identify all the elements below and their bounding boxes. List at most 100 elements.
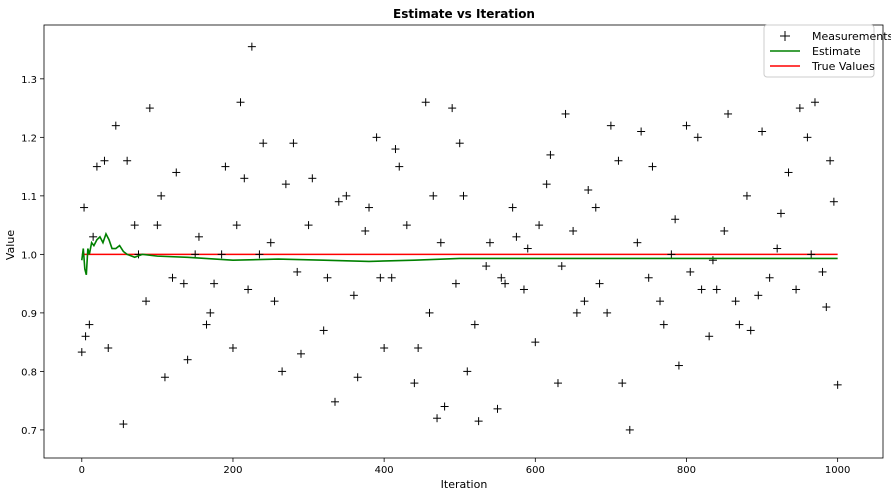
measurement-point: [319, 326, 328, 335]
measurement-point: [519, 285, 528, 294]
legend-item-estimate: Estimate: [770, 45, 861, 58]
measurement-point: [625, 425, 634, 434]
measurement-point: [735, 320, 744, 329]
measurement-point: [236, 98, 245, 107]
measurement-point: [85, 320, 94, 329]
measurement-point: [637, 127, 646, 136]
measurement-point: [100, 156, 109, 165]
measurement-point: [792, 285, 801, 294]
measurement-point: [153, 221, 162, 230]
measurement-point: [557, 262, 566, 271]
measurement-point: [433, 414, 442, 423]
measurement-point: [474, 417, 483, 426]
measurement-point: [92, 162, 101, 171]
measurement-point: [361, 226, 370, 235]
measurement-point: [833, 380, 842, 389]
y-tick-label: 0.7: [21, 426, 37, 437]
measurement-point: [145, 104, 154, 113]
measurement-point: [157, 191, 166, 200]
measurement-point: [436, 238, 445, 247]
measurement-point: [448, 104, 457, 113]
measurement-point: [542, 180, 551, 189]
measurement-point: [194, 232, 203, 241]
measurement-point: [712, 285, 721, 294]
measurement-point: [232, 221, 241, 230]
measurement-point: [459, 191, 468, 200]
measurement-point: [644, 273, 653, 282]
measurement-point: [656, 297, 665, 306]
measurement-point: [342, 191, 351, 200]
measurement-point: [451, 279, 460, 288]
measurement-point: [822, 303, 831, 312]
measurement-point: [304, 221, 313, 230]
measurement-point: [606, 121, 615, 130]
measurement-point: [508, 203, 517, 212]
measurement-point: [221, 162, 230, 171]
measurement-point: [682, 121, 691, 130]
measurement-point: [535, 221, 544, 230]
measurement-point: [142, 297, 151, 306]
measurement-point: [697, 285, 706, 294]
x-axis: 0 200 400 600 800 1000: [79, 458, 850, 476]
measurement-point: [202, 320, 211, 329]
measurement-point: [829, 197, 838, 206]
measurement-point: [244, 285, 253, 294]
measurement-point: [807, 250, 816, 259]
measurement-point: [414, 343, 423, 352]
measurement-point: [776, 209, 785, 218]
measurement-point: [395, 162, 404, 171]
measurement-point: [584, 186, 593, 195]
measurement-point: [803, 133, 812, 142]
measurement-point: [686, 267, 695, 276]
measurement-point: [470, 320, 479, 329]
measurement-point: [720, 226, 729, 235]
measurement-point: [531, 338, 540, 347]
measurement-point: [217, 250, 226, 259]
estimate-series: [80, 231, 838, 276]
measurement-point: [183, 355, 192, 364]
y-tick-label: 0.9: [21, 309, 37, 320]
measurement-point: [724, 109, 733, 118]
x-tick-label: 200: [223, 465, 242, 476]
measurement-point: [123, 156, 132, 165]
measurement-point: [281, 180, 290, 189]
plot-frame: [43, 24, 884, 459]
x-axis-label: Iteration: [441, 478, 488, 491]
measurement-point: [308, 174, 317, 183]
measurement-point: [240, 174, 249, 183]
legend-box: [763, 24, 875, 78]
measurement-point: [512, 232, 521, 241]
measurement-point: [266, 238, 275, 247]
plot-area: 0.7 0.8 0.9 1.0 1.1 1.2 1.3 0 200 400 600 800 1000: [21, 24, 884, 476]
measurement-point: [331, 397, 340, 406]
measurement-point: [580, 297, 589, 306]
measurement-point: [572, 308, 581, 317]
measurement-point: [674, 361, 683, 370]
measurement-point: [206, 308, 215, 317]
measurement-point: [391, 145, 400, 154]
measurement-point: [523, 244, 532, 253]
legend: Measurements Estimate True Values: [763, 24, 891, 78]
chart-title: Estimate vs Iteration: [393, 7, 535, 21]
measurement-point: [784, 168, 793, 177]
measurement-point: [259, 139, 268, 148]
measurement-point: [410, 379, 419, 388]
measurement-point: [270, 297, 279, 306]
measurement-point: [77, 348, 86, 357]
y-tick-label: 0.8: [21, 367, 37, 378]
measurement-point: [421, 98, 430, 107]
legend-label-estimate: Estimate: [812, 45, 861, 58]
measurement-point: [296, 349, 305, 358]
measurement-point: [353, 373, 362, 382]
y-tick-label: 1.3: [21, 75, 37, 86]
y-tick-label: 1.0: [21, 250, 37, 261]
measurement-point: [372, 133, 381, 142]
measurement-point: [497, 273, 506, 282]
measurement-point: [429, 191, 438, 200]
measurement-point: [818, 267, 827, 276]
measurement-point: [380, 343, 389, 352]
legend-label-true-values: True Values: [811, 60, 875, 73]
measurement-point: [708, 256, 717, 265]
measurement-point: [255, 250, 264, 259]
